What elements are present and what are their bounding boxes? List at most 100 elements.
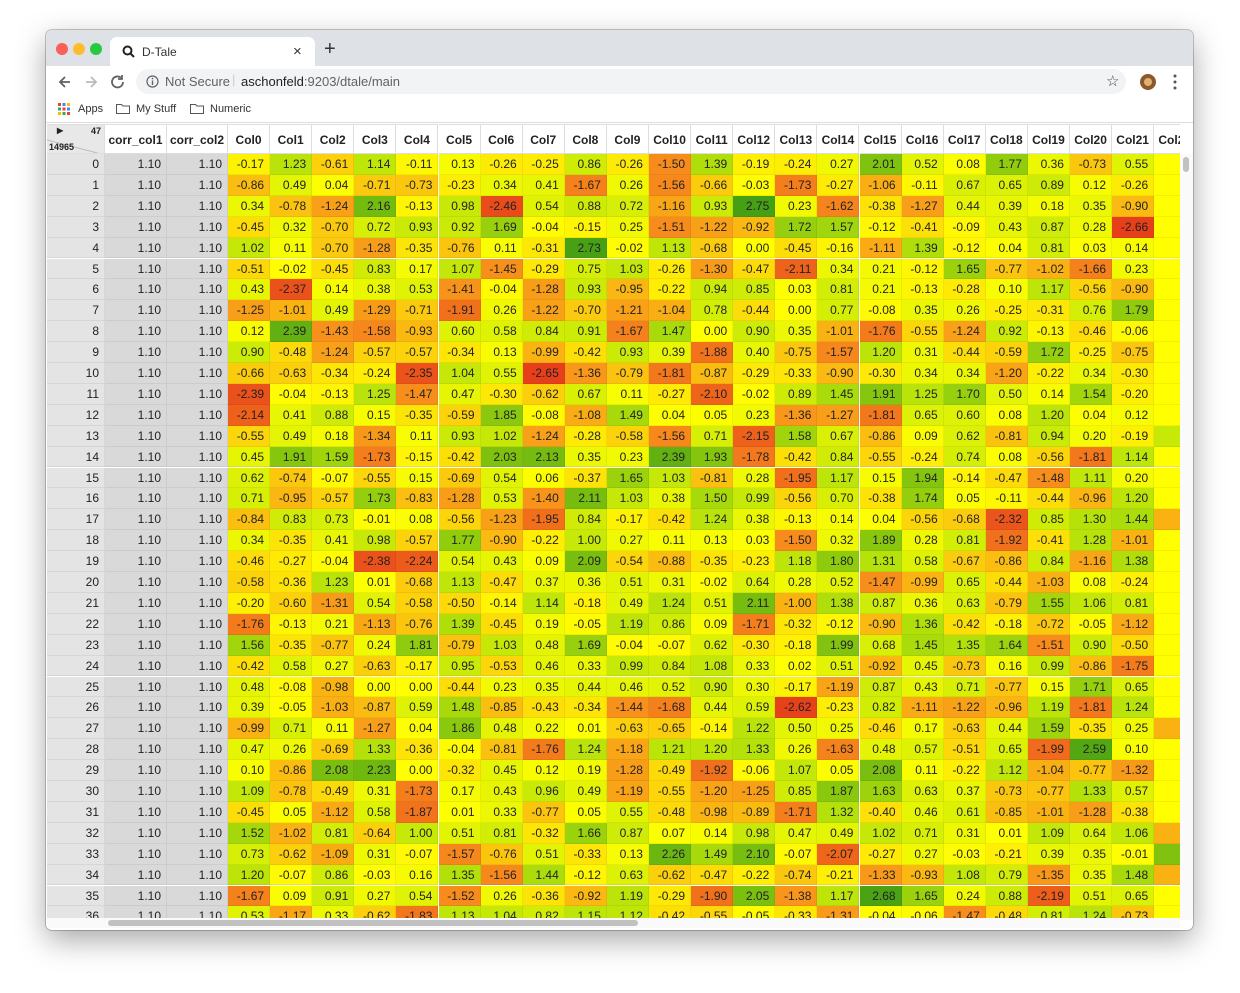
- cell[interactable]: 1.00: [396, 822, 439, 844]
- cell[interactable]: 1.39: [691, 154, 734, 175]
- cell[interactable]: 1.10: [105, 237, 167, 259]
- cell[interactable]: 1.10: [105, 572, 167, 593]
- cell[interactable]: -1.76: [859, 321, 902, 343]
- cell[interactable]: -0.55: [691, 906, 734, 920]
- cell[interactable]: -0.57: [396, 342, 439, 363]
- cell[interactable]: -0.33: [564, 843, 607, 865]
- cell[interactable]: 1.10: [167, 613, 228, 635]
- cell[interactable]: -0.04: [438, 739, 481, 761]
- cell[interactable]: 1.31: [859, 551, 902, 572]
- cell[interactable]: 1.91: [270, 446, 313, 468]
- cell[interactable]: 0.52: [649, 676, 692, 698]
- cell[interactable]: 0.28: [1070, 216, 1113, 238]
- cell[interactable]: 0.43: [228, 279, 271, 301]
- cell[interactable]: -0.05: [270, 697, 313, 719]
- cell[interactable]: 0.15: [396, 467, 439, 489]
- cell[interactable]: 0.00: [775, 300, 818, 322]
- cell[interactable]: 0.05: [564, 801, 607, 823]
- cell[interactable]: -1.01: [270, 300, 313, 322]
- cell[interactable]: -1.75: [1112, 655, 1155, 677]
- cell[interactable]: -0.12: [859, 216, 902, 238]
- cell[interactable]: -2.46: [480, 195, 523, 217]
- cell[interactable]: 0.88: [985, 885, 1028, 907]
- cell[interactable]: -0.26: [649, 258, 692, 280]
- cell[interactable]: -0.41: [1027, 530, 1070, 552]
- cell[interactable]: -0.04: [270, 383, 313, 405]
- column-header[interactable]: Col8: [564, 124, 607, 154]
- cell[interactable]: -1.24: [312, 342, 355, 363]
- cell[interactable]: 0.45: [228, 446, 271, 468]
- cell[interactable]: 0.62: [228, 467, 271, 489]
- cell[interactable]: 0.01: [354, 572, 397, 593]
- cell[interactable]: 0.16: [396, 864, 439, 886]
- cell[interactable]: -0.68: [943, 509, 986, 531]
- cell[interactable]: 0.89: [1027, 174, 1070, 196]
- cell[interactable]: 0.51: [817, 655, 860, 677]
- cell[interactable]: 0.01: [564, 718, 607, 740]
- cell[interactable]: 0.87: [606, 822, 649, 844]
- cell[interactable]: -1.11: [859, 237, 902, 259]
- cell[interactable]: 2.11: [564, 488, 607, 510]
- cell[interactable]: -1.38: [775, 885, 818, 907]
- cell[interactable]: 0.23: [480, 676, 523, 698]
- cell[interactable]: 0.41: [522, 174, 565, 196]
- cell[interactable]: -0.79: [606, 363, 649, 384]
- cell[interactable]: 0: [1154, 279, 1180, 301]
- cell[interactable]: 1.13: [438, 572, 481, 593]
- cell[interactable]: -2.39: [228, 383, 271, 405]
- cell[interactable]: 2.05: [733, 885, 776, 907]
- cell[interactable]: -0.74: [775, 864, 818, 886]
- cell[interactable]: 1.10: [167, 154, 228, 175]
- column-header[interactable]: Col2: [312, 124, 355, 154]
- cell[interactable]: 0.94: [1027, 425, 1070, 447]
- cell[interactable]: 1.10: [167, 425, 228, 447]
- cell[interactable]: 1.10: [105, 781, 167, 802]
- cell[interactable]: 0.33: [733, 655, 776, 677]
- cell[interactable]: 0.94: [691, 279, 734, 301]
- cell[interactable]: -0.86: [859, 425, 902, 447]
- cell[interactable]: 1.45: [817, 383, 860, 405]
- cell[interactable]: 1.65: [943, 258, 986, 280]
- cell[interactable]: -1.67: [606, 321, 649, 343]
- cell[interactable]: 0.23: [775, 195, 818, 217]
- cell[interactable]: 1.24: [564, 739, 607, 761]
- cell[interactable]: -0.27: [270, 551, 313, 572]
- column-header[interactable]: Col11: [691, 124, 734, 154]
- cell[interactable]: 0.35: [1070, 195, 1113, 217]
- cell[interactable]: 1.10: [105, 885, 167, 907]
- cell[interactable]: -0.45: [480, 613, 523, 635]
- cell[interactable]: 1.10: [167, 760, 228, 781]
- cell[interactable]: 1.45: [901, 634, 944, 656]
- cell[interactable]: 0.81: [1112, 592, 1155, 614]
- cell[interactable]: 0.81: [817, 279, 860, 301]
- cell[interactable]: 1.47: [649, 321, 692, 343]
- cell[interactable]: 0.27: [312, 655, 355, 677]
- cell[interactable]: 1.10: [105, 718, 167, 740]
- cell[interactable]: 0.67: [564, 383, 607, 405]
- cell[interactable]: 0.07: [649, 822, 692, 844]
- cell[interactable]: -0.07: [649, 634, 692, 656]
- cell[interactable]: 0.17: [438, 781, 481, 802]
- cell[interactable]: 0.92: [985, 321, 1028, 343]
- cell[interactable]: -1.95: [775, 467, 818, 489]
- cell[interactable]: 1.17: [1027, 279, 1070, 301]
- cell[interactable]: 0.93: [691, 195, 734, 217]
- cell[interactable]: -1.63: [817, 739, 860, 761]
- column-header[interactable]: Col3: [354, 124, 397, 154]
- column-header[interactable]: Col0: [228, 124, 271, 154]
- cell[interactable]: 1.02: [228, 237, 271, 259]
- cell[interactable]: 0.36: [564, 572, 607, 593]
- cell[interactable]: -0.88: [649, 551, 692, 572]
- cell[interactable]: 2.39: [270, 321, 313, 343]
- cell[interactable]: 1.10: [167, 864, 228, 886]
- cell[interactable]: 0.05: [691, 404, 734, 426]
- scroll-thumb[interactable]: [108, 920, 638, 926]
- cell[interactable]: -0.53: [480, 655, 523, 677]
- cell[interactable]: -0.07: [775, 843, 818, 865]
- cell[interactable]: 1.21: [649, 739, 692, 761]
- cell[interactable]: -0.86: [1070, 655, 1113, 677]
- cell[interactable]: -1.33: [859, 864, 902, 886]
- cell[interactable]: -0.27: [859, 843, 902, 865]
- cell[interactable]: 1.66: [564, 822, 607, 844]
- cell[interactable]: -0.17: [606, 509, 649, 531]
